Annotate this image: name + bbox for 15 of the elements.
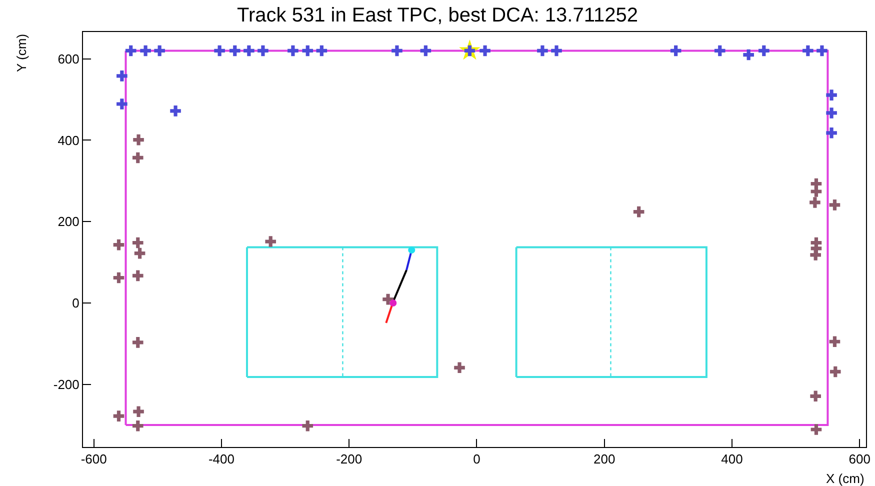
x-tick-label: 600 [848, 452, 870, 467]
y-tick-label: 400 [58, 132, 80, 148]
x-tick-label: -200 [336, 452, 362, 467]
y-tick-label: 0 [72, 296, 80, 311]
x-tick-label: -600 [80, 452, 107, 467]
y-tick-label: 200 [58, 214, 80, 230]
chart-title: Track 531 in East TPC, best DCA: 13.711252 [237, 4, 638, 26]
y-tick-label: 600 [58, 51, 80, 66]
x-axis-title: X (cm) [826, 471, 864, 486]
x-tick-label: 400 [721, 452, 743, 467]
x-tick-label: -400 [208, 452, 234, 467]
y-tick-label: -200 [53, 376, 80, 392]
x-tick-label: 200 [594, 452, 616, 467]
y-axis-title: Y (cm) [14, 34, 29, 72]
x-tick-label: 0 [473, 452, 480, 467]
